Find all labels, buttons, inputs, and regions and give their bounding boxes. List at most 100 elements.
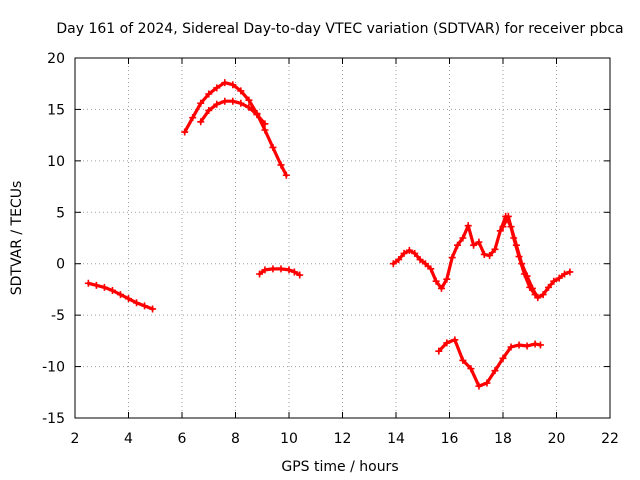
grid (75, 58, 610, 418)
y-tick-label: 5 (56, 205, 65, 221)
data-point-marker (181, 128, 189, 136)
y-tick-label: 0 (56, 257, 65, 273)
chart-title: Day 161 of 2024, Sidereal Day-to-day VTE… (56, 21, 623, 37)
data-point-marker (84, 279, 92, 287)
data-point-marker (480, 250, 488, 258)
data-point-marker (149, 305, 157, 313)
data-point-marker (526, 283, 534, 291)
data-point-marker (427, 265, 435, 273)
y-tick-label: -15 (42, 411, 65, 427)
data-point-marker (116, 291, 124, 299)
data-point-marker (197, 118, 205, 126)
data-point-marker (421, 260, 429, 268)
series-arc-7 (499, 212, 539, 299)
data-point-marker (400, 249, 408, 257)
data-point-marker (561, 270, 569, 278)
data-point-marker (237, 99, 245, 107)
axis-ticks: 2 4 6 8 10 12 14 16 18 20 22 -15 -10 -5 0 5 10 15 20 (42, 51, 619, 447)
data-point-marker (261, 266, 269, 274)
data-point-marker (531, 291, 539, 299)
data-point-marker (205, 106, 213, 114)
data-point-marker (459, 234, 467, 242)
data-point-marker (277, 265, 285, 273)
data-point-marker (296, 271, 304, 279)
x-tick-label: 18 (494, 431, 512, 447)
data-point-marker (491, 367, 499, 375)
data-point-marker (108, 286, 116, 294)
series-arc-6 (435, 336, 544, 390)
data-point-marker (92, 281, 100, 289)
data-point-marker (411, 249, 419, 257)
series-trace (183, 81, 288, 177)
data-point-marker (550, 277, 558, 285)
x-tick-label: 6 (178, 431, 187, 447)
y-axis-label: SDTVAR / TECUs (9, 181, 25, 296)
x-tick-label: 8 (231, 431, 240, 447)
data-point-marker (435, 347, 443, 355)
data-point-marker (507, 343, 515, 351)
data-point-marker (229, 81, 237, 89)
x-tick-label: 20 (548, 431, 566, 447)
data-point-marker (395, 256, 403, 264)
y-tick-label: 10 (47, 154, 65, 170)
y-tick-label: -10 (42, 360, 65, 376)
data-point-marker (213, 84, 221, 92)
data-point-marker (205, 90, 213, 98)
x-tick-label: 22 (601, 431, 619, 447)
data-point-marker (475, 238, 483, 246)
data-point-marker (253, 111, 261, 119)
data-point-marker (245, 96, 253, 104)
data-point-marker (510, 234, 518, 242)
data-point-marker (282, 171, 290, 179)
data-point-marker (467, 365, 475, 373)
data-point-marker (189, 114, 197, 122)
data-point-marker (499, 354, 507, 362)
data-point-marker (269, 143, 277, 151)
data-point-marker (504, 212, 512, 220)
data-point-marker (133, 299, 141, 307)
data-point-marker (486, 251, 494, 259)
series-trace (391, 214, 572, 300)
data-point-marker (261, 126, 269, 134)
data-point-marker (221, 79, 229, 87)
x-tick-label: 16 (441, 431, 459, 447)
series-arc-4 (256, 265, 304, 279)
data-point-marker (100, 283, 108, 291)
data-point-marker (523, 342, 531, 350)
data-point-marker (432, 277, 440, 285)
data-point-marker (496, 227, 504, 235)
data-point-marker (237, 87, 245, 95)
data-point-marker (221, 97, 229, 105)
x-axis-label: GPS time / hours (281, 459, 398, 475)
data-point-marker (141, 302, 149, 310)
data-point-marker (459, 356, 467, 364)
y-tick-label: 15 (47, 102, 65, 118)
data-point-marker (285, 266, 293, 274)
data-point-marker (544, 283, 552, 291)
y-tick-label: -5 (51, 308, 65, 324)
data-point-marker (491, 245, 499, 253)
data-point-marker (261, 120, 269, 128)
data-point-marker (213, 100, 221, 108)
x-tick-label: 4 (124, 431, 133, 447)
y-tick-label: 20 (47, 51, 65, 67)
data-point-marker (555, 274, 563, 282)
data-point-marker (483, 379, 491, 387)
data-point-marker (515, 341, 523, 349)
x-tick-label: 10 (280, 431, 298, 447)
data-point-marker (475, 382, 483, 390)
data-point-marker (443, 339, 451, 347)
data-point-marker (245, 103, 253, 111)
data-point-marker (566, 268, 574, 276)
data-point-marker (277, 161, 285, 169)
data-point-marker (389, 260, 397, 268)
data-point-marker (470, 241, 478, 249)
x-tick-label: 2 (71, 431, 80, 447)
data-point-marker (520, 270, 528, 278)
series-arc-1 (84, 279, 157, 313)
x-tick-label: 14 (387, 431, 405, 447)
data-point-marker (499, 223, 507, 231)
data-point-marker (515, 253, 523, 261)
data-point-marker (405, 246, 413, 254)
